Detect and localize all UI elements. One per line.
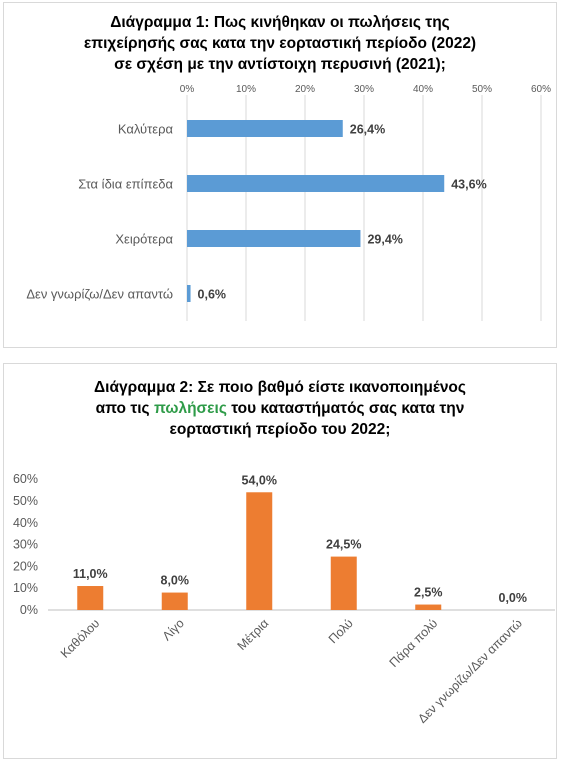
- chart-1-data-label: 26,4%: [350, 123, 385, 137]
- chart-2-bar: [161, 592, 188, 610]
- chart-2-tick-label: 60%: [13, 472, 38, 486]
- chart-1-bar: [187, 175, 445, 192]
- chart-1-title-line-3: σε σχέση με την αντίστοιχη περυσινή (202…: [114, 56, 446, 73]
- chart-1-title: Διάγραμμα 1: Πως κινήθηκαν οι πωλήσεις τ…: [4, 12, 556, 75]
- chart-2-tick-label: 0%: [20, 603, 38, 617]
- chart-1-data-label: 43,6%: [451, 178, 486, 192]
- chart-2-bar: [415, 604, 442, 610]
- chart-1-tick-label: 60%: [531, 84, 551, 95]
- chart-1-tick-label: 0%: [180, 84, 195, 95]
- chart-1-bar: [187, 120, 343, 137]
- chart-2-plot: 0% 10% 20% 30% 40% 50% 60% 11,0% Καθόλου 8,0% Λίγο…: [13, 472, 555, 726]
- chart-2-title-text-2: απο τις: [95, 400, 154, 417]
- chart-2-category-label: Πολύ: [326, 616, 356, 646]
- chart-2-tick-label: 20%: [13, 559, 38, 573]
- chart-2-bar: [246, 492, 273, 610]
- chart-1-category-label: Δεν γνωρίζω/Δεν απαντώ: [26, 287, 173, 302]
- chart-2-title-line-2: απο τις πωλήσεις του καταστήματός σας κα…: [4, 398, 556, 419]
- chart-2-data-label: 11,0%: [73, 567, 108, 581]
- chart-2-data-label: 54,0%: [242, 473, 277, 487]
- chart-2-data-label: 24,5%: [326, 538, 361, 552]
- chart-1-tick-label: 10%: [236, 84, 256, 95]
- chart-2-title: Διάγραμμα 2: Σε ποιο βαθμό είστε ικανοπο…: [4, 377, 556, 440]
- chart-2-category-label: Μέτρια: [235, 616, 272, 653]
- chart-1-data-label: 0,6%: [198, 288, 227, 302]
- chart-2-bar: [330, 556, 357, 610]
- chart-2-title-line-3: εορταστική περίοδο του 2022;: [4, 419, 556, 440]
- chart-2-data-label: 0,0%: [499, 591, 528, 605]
- chart-2-category-label: Λίγο: [160, 616, 187, 643]
- chart-1-title-line-1: Διάγραμμα 1: Πως κινήθηκαν οι πωλήσεις τ…: [110, 14, 450, 31]
- chart-1-title-line-2: επιχείρησής σας κατα την εορταστική περί…: [83, 35, 477, 52]
- chart-1-category-label: Καλύτερα: [118, 122, 174, 137]
- chart-2-data-label: 2,5%: [414, 586, 443, 600]
- chart-1-category-label: Χειρότερα: [115, 232, 173, 247]
- chart-1-plot: 0% 10% 20% 30% 40% 50% 60% Καλύτερα 26,4% Στα ίδι…: [26, 84, 551, 321]
- chart-2-tick-label: 50%: [13, 494, 38, 508]
- chart-2-title-text-3: του καταστήματός σας κατα την: [226, 400, 465, 417]
- chart-2-tick-label: 10%: [13, 581, 38, 595]
- chart-panel-1: Διάγραμμα 1: Πως κινήθηκαν οι πωλήσεις τ…: [3, 2, 557, 348]
- chart-2-title-line-1: Διάγραμμα 2: Σε ποιο βαθμό είστε ικανοπο…: [4, 377, 556, 398]
- chart-1-tick-label: 40%: [413, 84, 433, 95]
- chart-2-title-text-1: Διάγραμμα 2: Σε ποιο βαθμό είστε ικανοπο…: [94, 379, 466, 396]
- chart-2-data-label: 8,0%: [161, 574, 190, 588]
- chart-2-bar: [77, 586, 104, 610]
- chart-1-category-label: Στα ίδια επίπεδα: [78, 177, 173, 192]
- chart-2-tick-label: 40%: [13, 516, 38, 530]
- chart-1-data-label: 29,4%: [367, 233, 402, 247]
- chart-1-bar: [187, 230, 361, 247]
- chart-1-tick-label: 20%: [295, 84, 315, 95]
- chart-2-tick-label: 30%: [13, 538, 38, 552]
- chart-2-category-label: Καθόλου: [58, 616, 103, 661]
- chart-1-tick-label: 30%: [354, 84, 374, 95]
- chart-panel-2: Διάγραμμα 2: Σε ποιο βαθμό είστε ικανοπο…: [3, 363, 557, 759]
- chart-2-category-label: Πάρα πολύ: [387, 616, 441, 670]
- chart-2-title-text-4: εορταστική περίοδο του 2022;: [169, 421, 391, 438]
- chart-1-tick-label: 50%: [472, 84, 492, 95]
- chart-1-bar: [187, 285, 191, 302]
- chart-2-title-highlight: πωλήσεις: [153, 400, 227, 417]
